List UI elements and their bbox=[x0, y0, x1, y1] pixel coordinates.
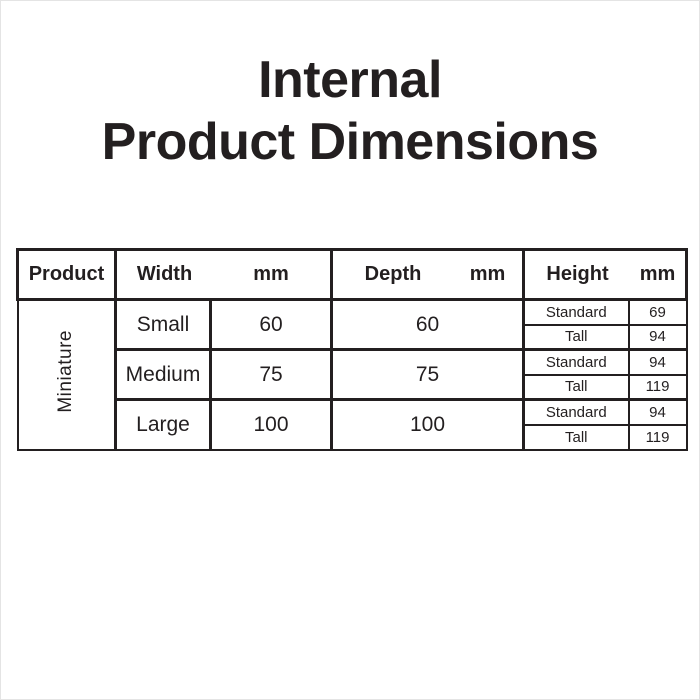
table-row: Tall 119 bbox=[18, 423, 688, 451]
header-row: Product Width mm Depth mm Height mm bbox=[16, 248, 689, 301]
header-height: Height mm bbox=[522, 248, 689, 301]
table-row: Tall 119 bbox=[18, 373, 688, 401]
height-value-cell: 69 bbox=[627, 298, 688, 326]
header-depth: Depth mm bbox=[330, 248, 526, 301]
table-row: Tall 94 bbox=[18, 323, 688, 351]
product-group-label: Miniature bbox=[55, 330, 77, 414]
height-value-cell: 94 bbox=[627, 398, 688, 426]
width-value-cell: 60 bbox=[209, 298, 334, 351]
depth-value-cell: 60 bbox=[330, 298, 526, 351]
height-value-cell: 119 bbox=[627, 373, 688, 401]
table-row: Large 100 100 Standard 94 bbox=[18, 398, 688, 451]
product-group-cell: Miniature bbox=[16, 298, 117, 451]
size-cell-medium: Medium bbox=[114, 348, 212, 401]
header-width: Width mm bbox=[113, 248, 334, 301]
height-value-cell: 94 bbox=[627, 348, 688, 376]
page-title-line2: Product Dimensions bbox=[101, 113, 599, 171]
height-type-cell: Tall bbox=[522, 423, 630, 451]
height-type-cell: Standard bbox=[522, 348, 630, 376]
height-value-cell: 119 bbox=[627, 423, 688, 451]
depth-value-cell: 100 bbox=[330, 398, 526, 451]
height-type-cell: Standard bbox=[522, 398, 630, 426]
header-width-unit: mm bbox=[253, 263, 289, 285]
table-row: Miniature Small 60 60 Standard 69 bbox=[16, 298, 688, 451]
height-type-cell: Tall bbox=[522, 373, 630, 401]
size-cell-small: Small bbox=[114, 298, 212, 351]
header-depth-unit: mm bbox=[469, 263, 506, 285]
page-title-line1: Internal bbox=[258, 51, 442, 109]
height-type-cell: Standard bbox=[522, 298, 630, 326]
depth-value-cell: 75 bbox=[330, 348, 526, 401]
header-product: Product bbox=[16, 248, 117, 301]
header-depth-label: Depth bbox=[364, 263, 422, 285]
width-value-cell: 75 bbox=[209, 348, 334, 401]
height-value-cell: 94 bbox=[627, 323, 688, 351]
size-cell-large: Large bbox=[114, 398, 212, 451]
header-height-label: Height bbox=[546, 263, 609, 285]
height-type-cell: Tall bbox=[522, 323, 630, 351]
table-row: Medium 75 75 Standard 94 bbox=[18, 348, 688, 401]
width-value-cell: 100 bbox=[209, 398, 334, 451]
header-height-unit: mm bbox=[639, 263, 676, 285]
dimensions-table: Product Width mm Depth mm Height mm bbox=[16, 248, 689, 451]
page-title: Internal Product Dimensions bbox=[1, 49, 699, 173]
header-width-label: Width bbox=[136, 263, 193, 285]
